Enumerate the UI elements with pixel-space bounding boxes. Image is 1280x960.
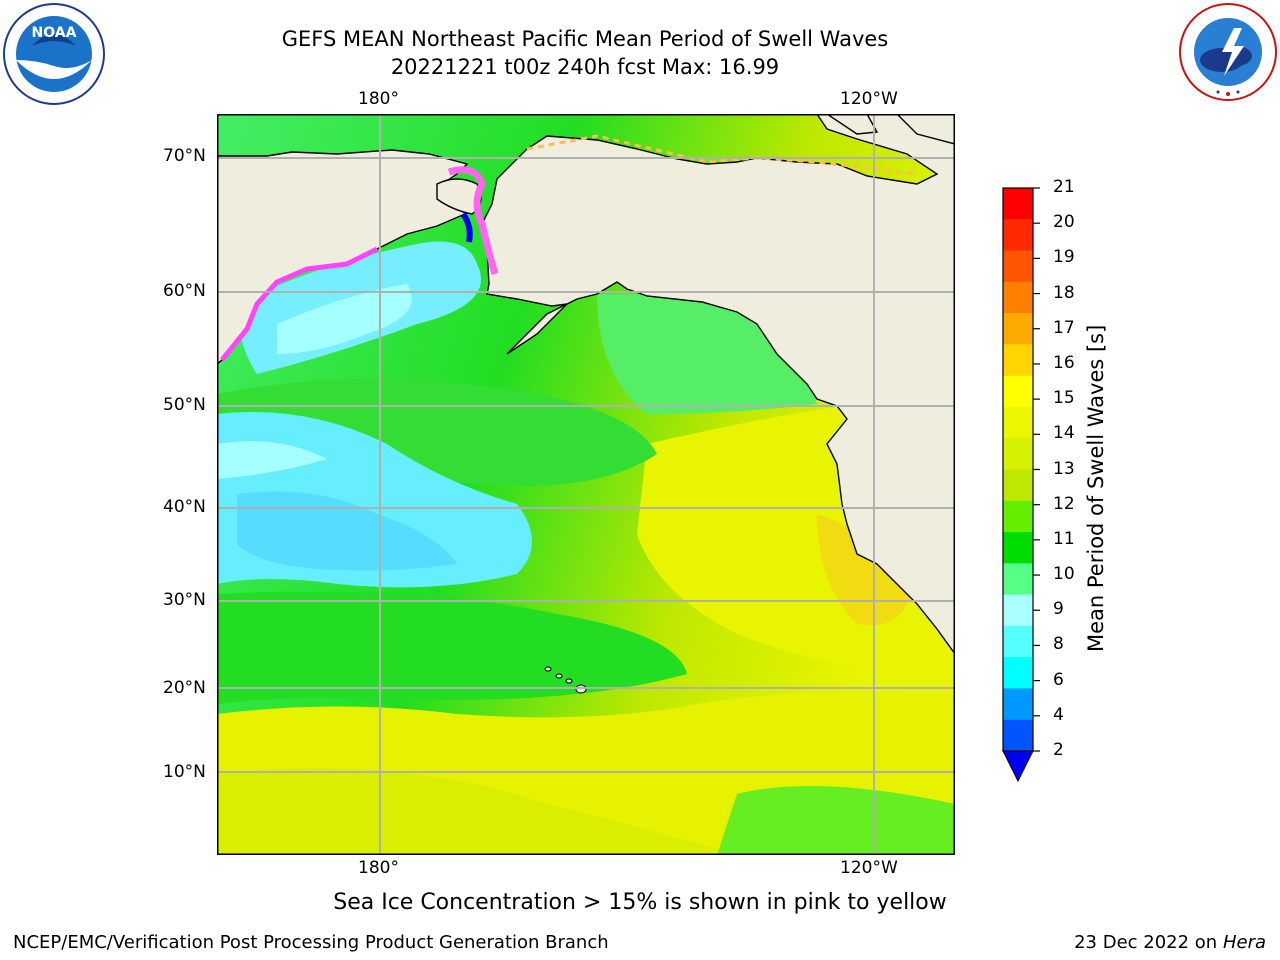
colorbar-segment <box>1003 406 1033 439</box>
colorbar-tick-label: 14 <box>1053 423 1075 444</box>
lon-label-top-180: 180° <box>358 89 399 109</box>
sea-ice-norton-sound <box>447 166 499 276</box>
colorbar-tick-label: 17 <box>1053 317 1075 338</box>
colorbar-tick-label: 16 <box>1053 352 1075 373</box>
lat-label-10n: 10°N <box>163 762 206 782</box>
bering-lightcyan <box>277 284 412 354</box>
subtropical-green-band <box>217 591 687 704</box>
colorbar-segment <box>1003 375 1033 408</box>
credit-host: Hera <box>1222 932 1266 953</box>
lat-label-60n: 60°N <box>163 281 206 301</box>
lat-label-50n: 50°N <box>163 395 206 415</box>
colorbar-tick-label: 12 <box>1053 493 1075 514</box>
nws-logo <box>1179 3 1277 101</box>
colorbar-segment <box>1003 625 1033 658</box>
credit-right: 23 Dec 2022 on Hera <box>1074 932 1266 953</box>
lon-label-top-120w: 120°W <box>840 89 898 109</box>
lat-label-30n: 30°N <box>163 590 206 610</box>
colorbar-tick-label: 10 <box>1053 564 1075 585</box>
noaa-logo: NOAA <box>3 3 105 105</box>
lat-label-70n: 70°N <box>163 146 206 166</box>
colorbar-label: Mean Period of Swell Waves [s] <box>1084 324 1108 652</box>
graticule <box>217 114 955 855</box>
arctic-islands <box>825 114 955 145</box>
colorbar-segment <box>1003 438 1033 470</box>
colorbar-segment <box>1003 594 1033 627</box>
colorbar-tick-label: 11 <box>1053 528 1075 549</box>
colorbar-tick-label: 19 <box>1053 247 1075 268</box>
sea-ice-norton-core <box>460 212 473 243</box>
colorbar-ticks <box>1033 187 1040 752</box>
noaa-logo-text: NOAA <box>32 25 77 41</box>
lon-label-bottom-180: 180° <box>358 858 399 878</box>
colorbar-segment <box>1003 250 1033 283</box>
colorbar <box>1002 187 1040 783</box>
eastern-orange-tint <box>817 514 917 626</box>
sea-ice-bering-edge <box>220 246 379 362</box>
chart-subtitle: 20221221 t00z 240h fcst Max: 16.99 <box>390 55 780 79</box>
colorbar-tick-label: 20 <box>1053 212 1075 233</box>
colorbar-segment <box>1003 657 1033 689</box>
colorbar-segment <box>1003 219 1033 252</box>
colorbar-tick-label: 6 <box>1053 669 1064 690</box>
sea-ice-arctic-coast <box>526 134 918 176</box>
credit-left: NCEP/EMC/Verification Post Processing Pr… <box>13 932 609 953</box>
map-panel <box>217 114 955 855</box>
colorbar-segment <box>1003 563 1033 596</box>
colorbar-tick-label: 15 <box>1053 388 1075 409</box>
western-cyan-core <box>237 491 457 571</box>
colorbar-segment <box>1003 188 1033 220</box>
credit-date: 23 Dec 2022 on <box>1074 932 1218 953</box>
colorbar-segment <box>1003 313 1033 345</box>
colorbar-under-triangle <box>1002 750 1034 783</box>
alaska-canada-landmass <box>481 114 955 656</box>
southern-green-patch <box>717 786 955 855</box>
lon-label-bottom-120w: 120°W <box>840 858 898 878</box>
colorbar-tick-label: 13 <box>1053 458 1075 479</box>
lat-label-20n: 20°N <box>163 678 206 698</box>
colorbar-tick-label: 21 <box>1053 177 1075 197</box>
colorbar-tick-label: 18 <box>1053 282 1075 303</box>
colorbar-segment <box>1003 344 1033 377</box>
colorbar-segment <box>1003 719 1033 752</box>
western-lightcyan-edge <box>217 441 327 479</box>
colorbar-tick-label: 4 <box>1053 704 1064 725</box>
map-frame <box>217 114 955 855</box>
colorbar-segment <box>1003 532 1033 564</box>
colorbar-tick-label: 8 <box>1053 634 1064 655</box>
southern-yellowgreen-patch <box>217 768 737 855</box>
chart-title: GEFS MEAN Northeast Pacific Mean Period … <box>281 27 889 51</box>
colorbar-segment <box>1003 281 1033 314</box>
colorbar-tick-label: 9 <box>1053 599 1064 620</box>
colorbar-tick-label: 2 <box>1053 740 1064 760</box>
colorbar-segment <box>1003 500 1033 533</box>
sea-ice-note: Sea Ice Concentration > 15% is shown in … <box>333 890 947 915</box>
lat-label-40n: 40°N <box>163 497 206 517</box>
colorbar-segments <box>1003 188 1033 752</box>
colorbar-segment <box>1003 688 1033 721</box>
colorbar-segment <box>1003 469 1033 502</box>
